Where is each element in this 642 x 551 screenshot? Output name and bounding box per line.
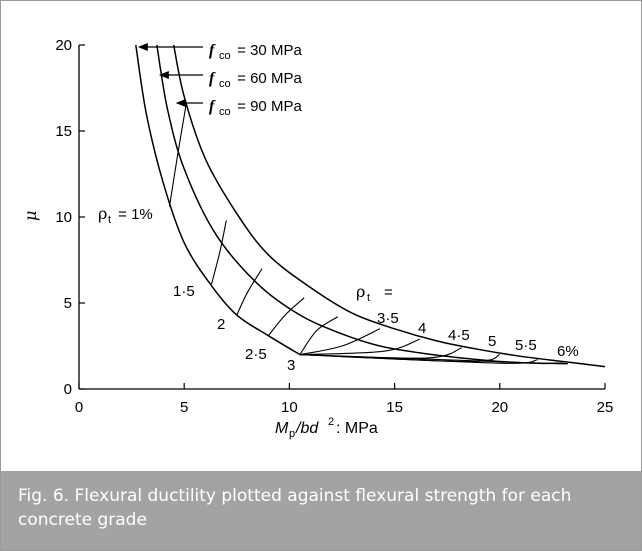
rho-line — [299, 354, 569, 365]
rho-label-first: ρ t = 1% — [98, 204, 153, 226]
rho-label-header: ρ t = — [356, 282, 393, 304]
rho-label: 3·5 — [377, 310, 399, 327]
x-tick-label: 0 — [75, 399, 83, 416]
chart-labels: f co = 30 MPa f co = 60 MPa f co = 90 MP… — [21, 42, 579, 440]
svg-text:/bd: /bd — [295, 420, 319, 437]
svg-text:: MPa: : MPa — [336, 420, 378, 437]
legend-arrow-head — [158, 71, 169, 79]
legend-arrow-head — [137, 43, 148, 51]
x-tick-label: 15 — [386, 399, 403, 416]
svg-text:t: t — [108, 214, 111, 226]
rho-label: 1·5 — [173, 283, 195, 300]
rho-label: 4 — [418, 320, 426, 337]
legend-entry-60: f co = 60 MPa — [209, 70, 302, 90]
rho-line — [299, 328, 381, 356]
x-tick-label: 20 — [491, 399, 508, 416]
caption-bar: Fig. 6. Flexural ductility plotted again… — [1, 471, 641, 550]
rho-line — [299, 338, 421, 356]
rho-label: 3 — [287, 357, 295, 374]
series-layer — [135, 43, 606, 368]
x-tick-label: 5 — [180, 399, 188, 416]
y-tick-label: 0 — [64, 381, 72, 398]
svg-text:= 30 MPa: = 30 MPa — [233, 42, 302, 59]
rho-label: 2·5 — [245, 346, 267, 363]
y-tick-label: 5 — [64, 295, 72, 312]
svg-text:f: f — [209, 42, 216, 59]
rho-label: 6% — [557, 343, 579, 360]
legend-entry-90: f co = 90 MPa — [209, 98, 302, 118]
y-tick-label: 20 — [55, 37, 72, 54]
svg-text:p: p — [289, 428, 295, 440]
svg-text:2: 2 — [328, 416, 334, 428]
svg-text:co: co — [219, 106, 231, 118]
svg-text:ρ: ρ — [356, 282, 365, 301]
series-line — [135, 44, 301, 356]
rho-lines — [168, 103, 569, 365]
rho-line — [236, 268, 263, 316]
svg-text:ρ: ρ — [98, 204, 107, 223]
y-tick-label: 10 — [55, 209, 72, 226]
svg-text:t: t — [367, 292, 370, 304]
rho-label: 5·5 — [515, 337, 537, 354]
rho-line — [299, 347, 463, 359]
x-tick-label: 25 — [597, 399, 614, 416]
rho-line — [299, 316, 339, 355]
y-axis-label: μ — [21, 211, 40, 221]
svg-text:= 90 MPa: = 90 MPa — [233, 98, 302, 115]
rho-line — [211, 220, 227, 285]
x-axis-label: M p /bd 2 : MPa — [275, 416, 378, 440]
figure-caption: Fig. 6. Flexural ductility plotted again… — [18, 486, 572, 530]
legend-entry-30: f co = 30 MPa — [209, 42, 302, 62]
svg-text:co: co — [219, 50, 231, 62]
svg-text:f: f — [209, 98, 216, 115]
svg-text:M: M — [275, 420, 289, 437]
rho-label: 5 — [488, 333, 496, 350]
rho-label: 2 — [217, 316, 225, 333]
svg-text:co: co — [219, 78, 231, 90]
svg-text:= 60 MPa: = 60 MPa — [233, 70, 302, 87]
svg-text:=: = — [384, 284, 393, 301]
y-tick-label: 15 — [55, 123, 72, 140]
svg-text:f: f — [209, 70, 216, 87]
rho-line — [267, 297, 305, 337]
series-line — [172, 44, 606, 368]
svg-text:= 1%: = 1% — [114, 206, 153, 223]
rho-label: 4·5 — [448, 327, 470, 344]
rho-line — [168, 103, 187, 207]
x-tick-label: 10 — [281, 399, 298, 416]
legend-arrow-head — [175, 99, 186, 107]
